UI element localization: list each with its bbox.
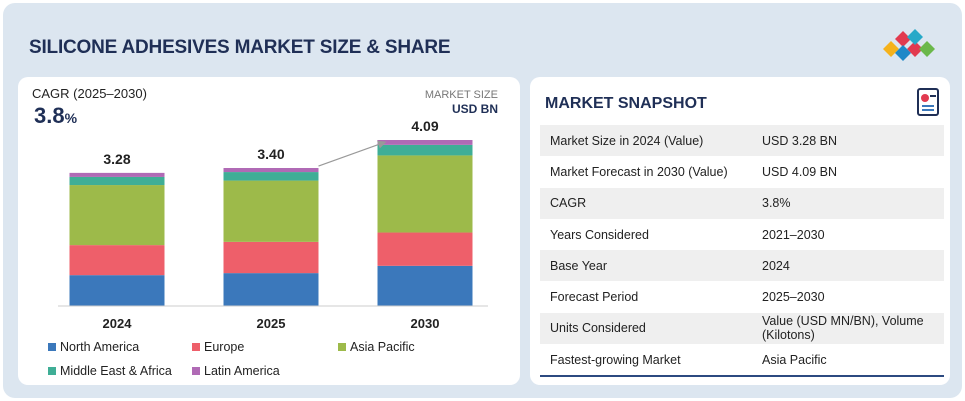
x-tick-label: 2024 [103,316,133,331]
snapshot-label: Units Considered [540,312,752,345]
bar-segment [377,265,473,306]
bar-segment [69,245,165,276]
bar-segment [223,241,319,274]
legend-label: Latin America [204,364,280,378]
snapshot-row: Base Year 2024 [540,250,944,282]
total-label: 3.28 [103,151,130,167]
bar-segment [69,172,165,177]
snapshot-value: Value (USD MN/BN), Volume (Kilotons) [752,312,944,345]
bar-segment [377,232,473,266]
infographic: SILICONE ADHESIVES MARKET SIZE & SHARE C… [3,3,962,398]
divider [540,375,944,377]
snapshot-label: Forecast Period [550,290,639,305]
bar-segment [377,144,473,156]
snapshot-row: Market Forecast in 2030 (Value) USD 4.09 … [540,156,944,187]
snapshot-value: USD 3.28 BN [752,125,944,157]
cagr-label: CAGR (2025–2030) [32,86,147,101]
snapshot-table: Market Size in 2024 (Value) USD 3.28 BN Ma… [540,125,944,375]
snapshot-label: CAGR [540,187,752,219]
snapshot-value: Asia Pacific [762,352,827,367]
unit: USD BN [452,102,498,116]
snapshot-row: Market Size in 2024 (Value) USD 3.28 BN [540,125,944,157]
legend-marker [48,343,56,351]
snapshot-row: CAGR 3.8% [540,187,944,219]
logo [883,29,935,61]
legend-marker [192,367,200,375]
growth-arrow [318,140,387,167]
x-tick-label: 2030 [411,316,440,331]
bar-segment [223,273,319,306]
legend-label: North America [60,340,139,354]
snapshot-row: Years Considered 2021–2030 [540,219,944,250]
snapshot-value: 2021–2030 [762,227,825,242]
bar-segment [69,185,165,246]
snapshot-value: 3.8% [752,187,944,219]
snapshot-label: Years Considered [550,227,649,242]
page-title: SILICONE ADHESIVES MARKET SIZE & SHARE [29,37,451,58]
snapshot-title: MARKET SNAPSHOT [545,95,707,112]
bar-segment [69,275,165,306]
bar-segment [377,140,473,145]
snapshot-card: MARKET SNAPSHOT Market Size in 2024 (Val… [530,77,950,385]
snapshot-row: Units Considered Value (USD MN/BN), Volum… [540,312,944,345]
legend-label: Europe [204,340,244,354]
snapshot-row: Fastest-growing Market Asia Pacific [540,344,944,375]
snapshot-label: Market Size in 2024 (Value) [540,125,752,157]
snapshot-value: USD 4.09 BN [762,164,838,179]
bar-segment [377,155,473,233]
snapshot-label: Base Year [540,250,752,282]
chart-card: CAGR (2025–2030) 3.8% MARKET SIZE USD BN… [18,77,520,385]
legend-label: Asia Pacific [350,340,415,354]
bar-segment [223,172,319,181]
legend-marker [192,343,200,351]
bar-segment [223,180,319,242]
snapshot-label: Market Forecast in 2030 (Value) [550,164,728,179]
legend-marker [48,367,56,375]
legend-marker [338,343,346,351]
snapshot-label: Fastest-growing Market [550,352,681,367]
cagr-unit: % [65,110,78,126]
snapshot-icon [917,88,939,116]
total-label: 4.09 [411,118,438,134]
chart: CAGR (2025–2030) 3.8% MARKET SIZE USD BN… [32,86,498,378]
unit-label: MARKET SIZE [425,89,498,101]
bar-segment [223,168,319,173]
cagr-value: 3.8% [34,103,78,128]
snapshot-value: 2025–2030 [762,290,825,305]
bar-segment [69,176,165,186]
total-label: 3.40 [257,146,284,162]
cagr-number: 3.8 [34,103,65,128]
x-tick-label: 2025 [257,316,286,331]
legend-label: Middle East & Africa [60,364,172,378]
snapshot-value: 2024 [752,250,944,282]
snapshot-row: Forecast Period 2025–2030 [540,281,944,312]
